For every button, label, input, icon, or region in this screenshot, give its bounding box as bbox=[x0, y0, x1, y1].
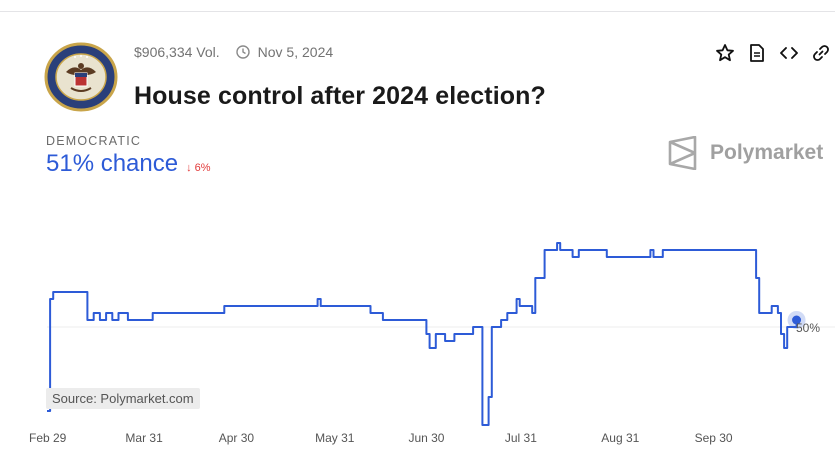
price-chart: 50% Feb 29 Mar 31 Apr 30 May 31 Jun 30 Jul 31 A… bbox=[29, 242, 835, 445]
top-divider bbox=[0, 11, 835, 12]
brand-name: Polymarket bbox=[710, 141, 824, 164]
x-tick-label: Sep 30 bbox=[695, 431, 733, 445]
chance-display: 51% chance ↓ 6% bbox=[46, 150, 211, 178]
document-icon[interactable] bbox=[746, 42, 768, 64]
arrow-down-icon: ↓ bbox=[186, 162, 192, 174]
x-tick-label: Feb 29 bbox=[29, 431, 67, 445]
market-meta: $906,334 Vol. Nov 5, 2024 bbox=[134, 44, 333, 60]
source-label: Source: Polymarket.com bbox=[46, 388, 200, 409]
y-tick-label: 50% bbox=[796, 321, 820, 335]
x-tick-label: Mar 31 bbox=[125, 431, 163, 445]
x-tick-label: Aug 31 bbox=[601, 431, 639, 445]
star-icon[interactable] bbox=[714, 42, 736, 64]
x-tick-label: May 31 bbox=[315, 431, 355, 445]
series-line bbox=[47, 242, 798, 426]
market-title: House control after 2024 election? bbox=[134, 82, 546, 110]
polymarket-logo-icon bbox=[668, 136, 697, 170]
clock-icon bbox=[235, 45, 250, 59]
link-icon[interactable] bbox=[810, 42, 832, 64]
end-date-text: Nov 5, 2024 bbox=[257, 44, 334, 60]
chance-value: 51% chance bbox=[46, 150, 179, 177]
x-tick-label: Apr 30 bbox=[219, 431, 255, 445]
outcome-label: DEMOCRATIC bbox=[46, 134, 142, 148]
chance-change: ↓ 6% bbox=[186, 162, 210, 174]
chance-change-value: 6% bbox=[194, 162, 211, 174]
x-tick-label: Jul 31 bbox=[505, 431, 537, 445]
volume-text: $906,334 Vol. bbox=[134, 44, 220, 60]
embed-code-icon[interactable] bbox=[778, 42, 800, 64]
end-point-marker bbox=[792, 315, 802, 325]
action-toolbar bbox=[714, 42, 832, 64]
house-seal-logo bbox=[44, 42, 118, 112]
x-tick-label: Jun 30 bbox=[408, 431, 444, 445]
polymarket-brand: Polymarket bbox=[668, 136, 823, 170]
